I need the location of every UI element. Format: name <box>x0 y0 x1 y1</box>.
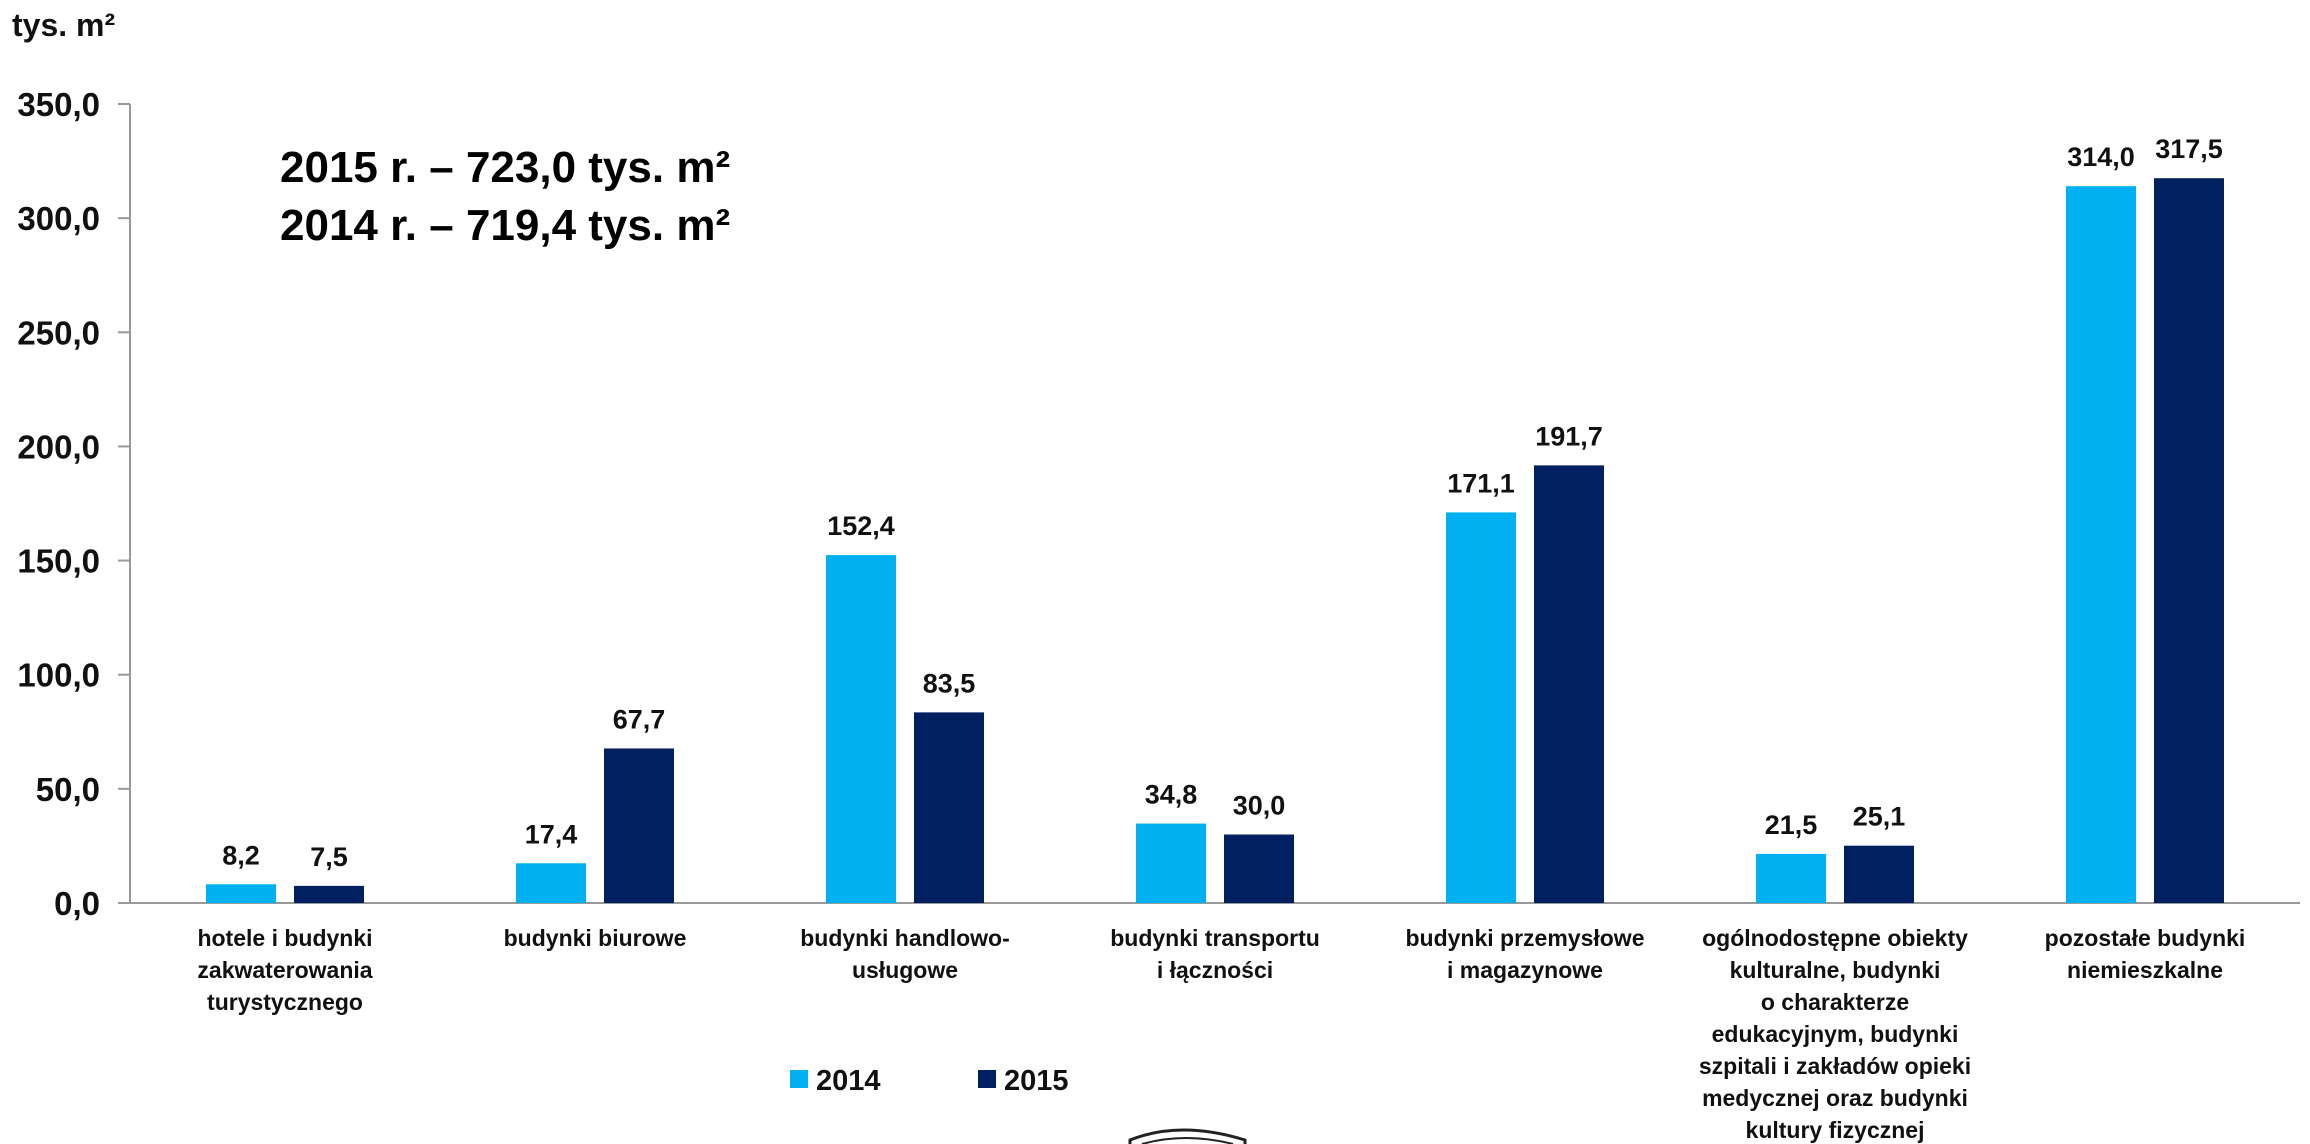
data-label-2015-cat-5: 25,1 <box>1853 802 1906 832</box>
y-tick-label: 0,0 <box>54 885 100 922</box>
data-label-2015-cat-3: 30,0 <box>1233 791 1286 821</box>
data-label-2014-cat-6: 314,0 <box>2067 142 2135 172</box>
category-label-0: hotele i budynki zakwaterowania turystyczn… <box>197 925 372 1015</box>
data-label-2014-cat-3: 34,8 <box>1145 780 1198 810</box>
annotation-2014-total: 2014 r. – 719,4 tys. m² <box>280 201 730 250</box>
category-label-4: budynki przemysłowe i magazynowe <box>1405 925 1644 983</box>
y-axis-ticks: 0,0 50,0 100,0 150,0 200,0 250,0 300,0 350,0 <box>17 86 130 922</box>
y-tick-label: 50,0 <box>36 771 100 808</box>
bar-2014-cat-6 <box>2066 186 2136 903</box>
bar-2015-cat-6 <box>2154 178 2224 903</box>
bar-2015-cat-0 <box>294 885 364 903</box>
bar-2015-cat-5 <box>1844 845 1914 903</box>
legend-label-2014: 2014 <box>816 1065 881 1097</box>
y-tick-label: 300,0 <box>17 200 100 237</box>
y-tick-label: 200,0 <box>17 428 100 465</box>
data-label-2014-cat-2: 152,4 <box>827 511 895 541</box>
legend-swatch-2014 <box>790 1070 808 1088</box>
category-label-5: ogólnodostępne obiekty kulturalne, budynk… <box>1699 925 1971 1143</box>
annotation-2015-total: 2015 r. – 723,0 tys. m² <box>280 143 730 192</box>
data-label-2015-cat-1: 67,7 <box>613 704 666 734</box>
y-tick-label: 100,0 <box>17 657 100 694</box>
bar-2015-cat-4 <box>1534 465 1604 903</box>
data-label-2015-cat-4: 191,7 <box>1535 421 1603 451</box>
data-label-2014-cat-5: 21,5 <box>1765 810 1818 840</box>
bar-2014-cat-3 <box>1136 823 1206 903</box>
bar-2015-cat-1 <box>604 748 674 903</box>
bar-2014-cat-5 <box>1756 853 1826 903</box>
y-axis-unit-label: tys. m² <box>12 7 115 43</box>
bar-2015-cat-3 <box>1224 834 1294 903</box>
data-label-2015-cat-0: 7,5 <box>310 842 348 872</box>
category-label-3: budynki transportu i łączności <box>1110 925 1320 983</box>
data-label-2015-cat-2: 83,5 <box>923 668 976 698</box>
data-label-2014-cat-1: 17,4 <box>525 819 578 849</box>
data-label-2014-cat-4: 171,1 <box>1447 468 1515 498</box>
bar-2015-cat-2 <box>914 712 984 903</box>
legend-label-2015: 2015 <box>1004 1065 1069 1097</box>
legend-swatch-2015 <box>978 1070 996 1088</box>
y-tick-label: 350,0 <box>17 86 100 123</box>
category-labels: hotele i budynki zakwaterowania turystyczn… <box>197 925 2245 1143</box>
bar-2014-cat-1 <box>516 863 586 903</box>
logo <box>1128 1128 1247 1144</box>
y-tick-label: 150,0 <box>17 543 100 580</box>
bar-2014-cat-2 <box>826 555 896 903</box>
bars <box>206 178 2224 903</box>
y-tick-label: 250,0 <box>17 314 100 351</box>
bar-2014-cat-0 <box>206 884 276 903</box>
data-label-2015-cat-6: 317,5 <box>2155 134 2223 164</box>
category-label-1: budynki biurowe <box>504 925 687 951</box>
category-label-2: budynki handlowo-usługowe <box>800 925 1010 983</box>
data-labels: 8,2 7,5 17,4 67,7 152,4 83,5 34,8 30,0 171,1 191,… <box>222 134 2223 872</box>
bar-2014-cat-4 <box>1446 512 1516 903</box>
legend: 2014 2015 <box>790 1065 1069 1097</box>
category-label-6: pozostałe budynki niemieszkalne <box>2045 925 2246 983</box>
data-label-2014-cat-0: 8,2 <box>222 840 260 870</box>
